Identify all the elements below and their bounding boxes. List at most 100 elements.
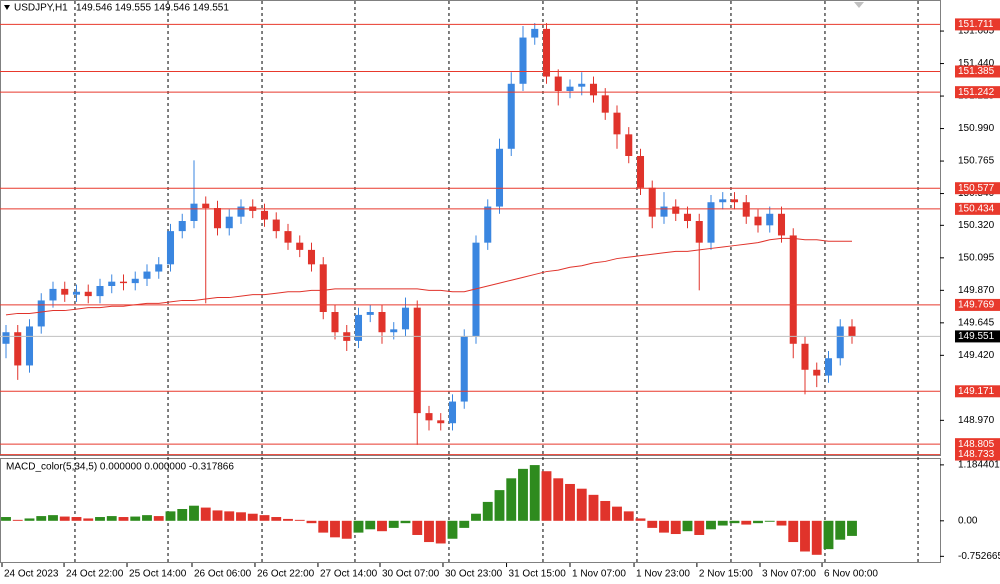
candle-body <box>272 219 280 232</box>
candle-body <box>589 83 598 96</box>
macd-bar <box>224 511 235 521</box>
level-label-box <box>955 202 1000 215</box>
candle-body <box>777 213 786 236</box>
macd-bar <box>847 520 857 536</box>
current-price-label: 149.551 <box>958 331 995 342</box>
macd-bar <box>71 517 82 521</box>
macd-bar <box>200 507 211 521</box>
candle-body <box>484 206 492 243</box>
candle-body <box>531 28 539 38</box>
level-label-box <box>955 86 1000 99</box>
candle-body <box>108 281 116 286</box>
candle-body <box>296 242 304 250</box>
symbol-menu-arrow[interactable] <box>4 5 10 10</box>
macd-bar <box>647 520 658 528</box>
x-tick-label: 1 Nov 23:00 <box>636 569 690 580</box>
y-tick-label: 0.00 <box>958 515 978 526</box>
x-tick-label: 26 Oct 22:00 <box>257 569 315 580</box>
candle-body <box>166 231 175 265</box>
y-tick-label: 150.095 <box>958 252 995 263</box>
candle-body <box>319 264 327 312</box>
macd-bar <box>283 518 293 521</box>
macd-bar <box>435 520 446 544</box>
candle-body <box>390 329 398 333</box>
macd-bar <box>294 519 305 521</box>
candle-body <box>131 278 139 284</box>
candle-body <box>801 343 809 370</box>
candle-body <box>625 134 633 156</box>
level-label: 148.805 <box>958 439 995 450</box>
macd-bar <box>318 520 329 533</box>
macd-bar <box>59 516 70 521</box>
candle-body <box>401 307 410 330</box>
candle-body <box>202 203 210 208</box>
y-tick-label: 149.645 <box>958 317 995 328</box>
candle-body <box>37 300 45 327</box>
candle-body <box>331 312 339 333</box>
candle-body <box>613 112 621 135</box>
y-tick-label: 150.320 <box>958 220 995 231</box>
current-price-box <box>955 330 1000 343</box>
macd-bar <box>776 520 787 526</box>
level-label-box <box>955 385 1000 398</box>
candle-body <box>601 95 609 113</box>
x-tick-label: 6 Nov 00:00 <box>824 569 878 580</box>
candle-body <box>742 202 750 217</box>
panel-scroll-marker <box>854 2 864 8</box>
macd-bar <box>365 520 376 530</box>
macd-bar <box>306 520 317 524</box>
candle-body <box>813 369 821 376</box>
y-tick-label: -0.752665 <box>958 551 1000 562</box>
macd-bar <box>753 520 763 524</box>
macd-bar <box>729 520 740 524</box>
y-tick-label: 149.870 <box>958 285 995 296</box>
candle-body <box>766 213 774 226</box>
macd-bar <box>271 517 282 521</box>
macd-bar <box>247 513 258 521</box>
level-label: 151.711 <box>958 19 994 30</box>
macd-bar <box>623 511 634 521</box>
macd-bar <box>600 500 611 521</box>
macd-bar <box>447 520 458 539</box>
x-tick-label: 1 Nov 07:00 <box>572 569 626 580</box>
candle-body <box>425 413 433 421</box>
candle-body <box>49 288 57 301</box>
macd-bar <box>471 513 481 521</box>
candle-body <box>284 231 292 243</box>
macd-bar <box>694 520 705 535</box>
candle-body <box>366 312 374 315</box>
candle-body <box>437 420 445 424</box>
macd-bar <box>236 512 246 521</box>
x-tick-label: 24 Oct 22:00 <box>66 569 124 580</box>
macd-bar <box>659 520 669 533</box>
candle-body <box>178 221 186 232</box>
macd-bar <box>717 520 728 526</box>
candle-body <box>72 291 81 295</box>
level-label-box <box>955 438 1000 451</box>
level-label: 151.242 <box>958 87 995 98</box>
macd-bar <box>83 518 94 521</box>
macd-bar <box>95 517 105 521</box>
candle-body <box>2 332 10 344</box>
level-label-box <box>955 18 1000 31</box>
candle-body <box>84 291 92 297</box>
candle-body <box>61 288 69 295</box>
candle-body <box>848 326 856 337</box>
macd-bar <box>189 505 199 521</box>
candle-body <box>96 286 104 297</box>
level-label: 150.577 <box>958 183 995 194</box>
candle-body <box>213 208 222 229</box>
candle-body <box>566 86 574 91</box>
macd-bar <box>341 520 352 539</box>
x-tick-label: 3 Nov 07:00 <box>762 569 816 580</box>
candle-body <box>648 187 656 217</box>
x-tick-label: 24 Oct 2023 <box>4 569 59 580</box>
candle-body <box>683 213 692 221</box>
level-label: 148.733 <box>958 449 995 460</box>
candle-body <box>413 307 421 414</box>
macd-bar <box>612 506 622 521</box>
macd-bar <box>36 516 47 521</box>
macd-bar <box>130 516 141 521</box>
